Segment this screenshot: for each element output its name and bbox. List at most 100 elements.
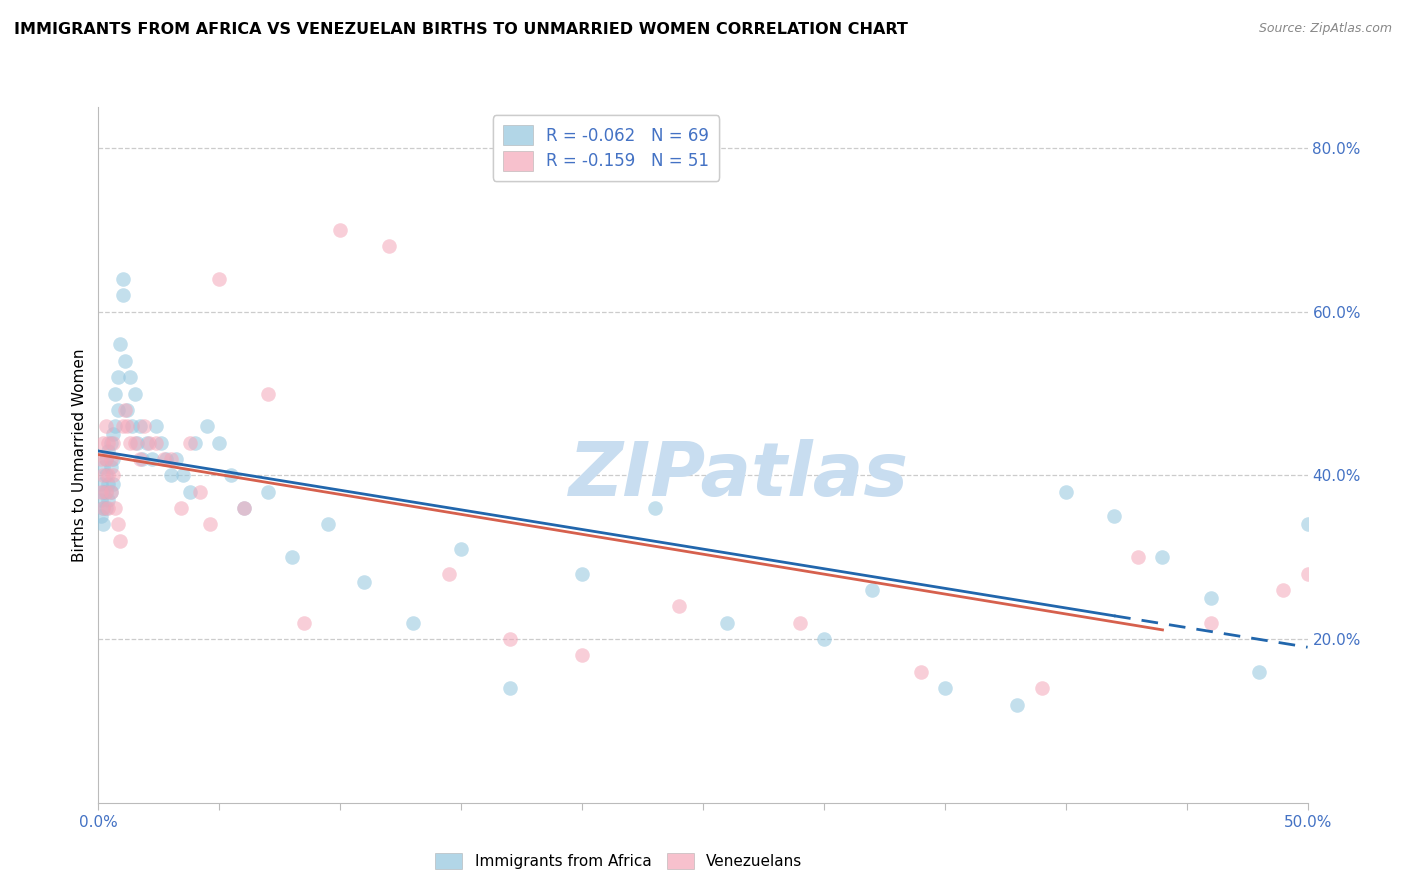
Point <box>91 484 114 499</box>
Point <box>1296 566 1319 581</box>
Point <box>232 501 254 516</box>
Point <box>571 648 593 663</box>
Point <box>94 501 117 516</box>
Point <box>145 435 167 450</box>
Point <box>91 501 114 516</box>
Point <box>94 419 117 434</box>
Point <box>90 476 112 491</box>
Point <box>184 435 207 450</box>
Point <box>437 566 460 581</box>
Point <box>107 403 129 417</box>
Point <box>1199 591 1222 606</box>
Point <box>571 566 593 581</box>
Point <box>155 452 177 467</box>
Point <box>97 468 120 483</box>
Point <box>1296 517 1319 532</box>
Point <box>1054 484 1077 499</box>
Point <box>292 615 315 630</box>
Point <box>97 501 120 516</box>
Point <box>91 460 114 475</box>
Point <box>124 435 146 450</box>
Point <box>1320 698 1343 712</box>
Point <box>1199 615 1222 630</box>
Point <box>117 403 139 417</box>
Point <box>1102 509 1125 524</box>
Point <box>910 665 932 679</box>
Point <box>90 509 112 524</box>
Point <box>100 460 122 475</box>
Point <box>281 550 304 565</box>
Point <box>860 582 883 597</box>
Point <box>179 484 201 499</box>
Point <box>934 681 956 696</box>
Point <box>208 435 231 450</box>
Point <box>124 386 146 401</box>
Point <box>91 435 114 450</box>
Point <box>172 468 194 483</box>
Point <box>100 435 122 450</box>
Point <box>138 435 160 450</box>
Point <box>101 452 124 467</box>
Point <box>101 435 124 450</box>
Point <box>1152 550 1174 565</box>
Point <box>179 435 201 450</box>
Point <box>188 484 211 499</box>
Point <box>160 452 183 467</box>
Point <box>91 468 114 483</box>
Point <box>498 681 520 696</box>
Text: IMMIGRANTS FROM AFRICA VS VENEZUELAN BIRTHS TO UNMARRIED WOMEN CORRELATION CHART: IMMIGRANTS FROM AFRICA VS VENEZUELAN BIR… <box>14 22 908 37</box>
Point <box>97 443 120 458</box>
Point <box>128 419 150 434</box>
Point <box>121 419 143 434</box>
Point <box>150 435 173 450</box>
Point <box>104 419 127 434</box>
Point <box>1272 582 1295 597</box>
Point <box>716 615 738 630</box>
Point <box>90 452 112 467</box>
Text: ZIPatlas: ZIPatlas <box>569 439 910 512</box>
Point <box>111 288 134 302</box>
Point <box>101 476 124 491</box>
Point <box>97 492 120 507</box>
Point <box>644 501 666 516</box>
Point <box>97 476 120 491</box>
Point <box>94 484 117 499</box>
Point <box>111 419 134 434</box>
Point <box>135 435 157 450</box>
Point <box>104 501 127 516</box>
Point <box>1031 681 1053 696</box>
Point <box>101 468 124 483</box>
Point <box>117 419 139 434</box>
Point <box>221 468 243 483</box>
Point <box>256 484 278 499</box>
Point <box>145 419 167 434</box>
Point <box>141 452 163 467</box>
Point <box>91 517 114 532</box>
Point <box>1128 550 1150 565</box>
Point <box>232 501 254 516</box>
Point <box>160 468 183 483</box>
Point <box>100 452 122 467</box>
Point <box>97 435 120 450</box>
Point <box>118 370 141 384</box>
Point <box>152 452 174 467</box>
Point <box>118 435 141 450</box>
Point <box>353 574 375 589</box>
Point <box>107 517 129 532</box>
Point <box>114 353 136 368</box>
Point <box>208 272 231 286</box>
Point <box>127 435 149 450</box>
Point <box>94 484 117 499</box>
Point <box>94 452 117 467</box>
Point <box>256 386 278 401</box>
Point <box>131 452 153 467</box>
Point <box>329 223 352 237</box>
Point <box>94 452 117 467</box>
Point <box>813 632 835 646</box>
Point <box>789 615 811 630</box>
Text: Source: ZipAtlas.com: Source: ZipAtlas.com <box>1258 22 1392 36</box>
Point <box>402 615 425 630</box>
Y-axis label: Births to Unmarried Women: Births to Unmarried Women <box>72 348 87 562</box>
Point <box>128 452 150 467</box>
Point <box>169 501 191 516</box>
